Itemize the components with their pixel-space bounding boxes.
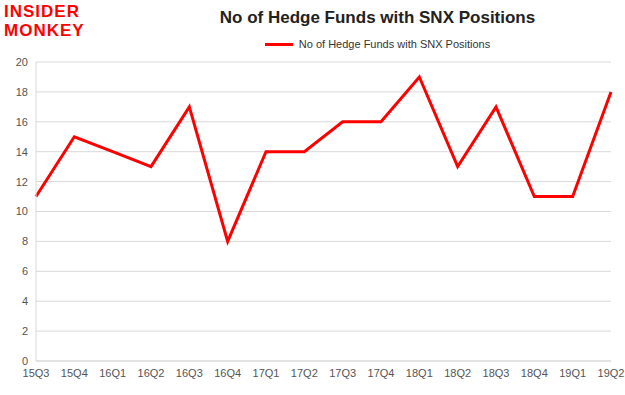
html-text:No of Hedge Funds with SNX Pos: No of Hedge Funds with SNX Positions — [298, 38, 491, 50]
svg-text:19Q2: 19Q2 — [598, 367, 617, 379]
svg-text:17Q3: 17Q3 — [329, 367, 356, 379]
svg-text:14: 14 — [16, 146, 28, 158]
html-text:INSIDER: INSIDER — [4, 2, 80, 21]
html-text:No of Hedge Funds with SNX Pos: No of Hedge Funds with SNX Positions — [219, 8, 536, 27]
svg-text:16Q4: 16Q4 — [214, 367, 241, 379]
svg-text:20: 20 — [16, 56, 28, 68]
svg-text:18: 18 — [16, 86, 28, 98]
svg-text:8: 8 — [22, 235, 28, 247]
svg-text:17Q4: 17Q4 — [368, 367, 395, 379]
svg-text:16Q3: 16Q3 — [176, 367, 203, 379]
svg-text:6: 6 — [22, 265, 28, 277]
svg-text:16Q2: 16Q2 — [138, 367, 165, 379]
svg-text:12: 12 — [16, 176, 28, 188]
svg-text:15Q3: 15Q3 — [23, 367, 50, 379]
svg-text:4: 4 — [22, 295, 28, 307]
svg-text:18Q2: 18Q2 — [444, 367, 471, 379]
svg-text:17Q2: 17Q2 — [291, 367, 318, 379]
svg-text:0: 0 — [22, 355, 28, 367]
svg-text:18Q1: 18Q1 — [406, 367, 433, 379]
svg-text:15Q4: 15Q4 — [61, 367, 88, 379]
svg-text:2: 2 — [22, 325, 28, 337]
svg-text:18Q4: 18Q4 — [521, 367, 548, 379]
svg-text:10: 10 — [16, 205, 28, 217]
svg-text:18Q3: 18Q3 — [483, 367, 510, 379]
html-text:MONKEY: MONKEY — [4, 21, 85, 40]
svg-text:16Q1: 16Q1 — [99, 367, 126, 379]
svg-text:19Q1: 19Q1 — [559, 367, 586, 379]
svg-text:17Q1: 17Q1 — [253, 367, 280, 379]
svg-text:16: 16 — [16, 116, 28, 128]
